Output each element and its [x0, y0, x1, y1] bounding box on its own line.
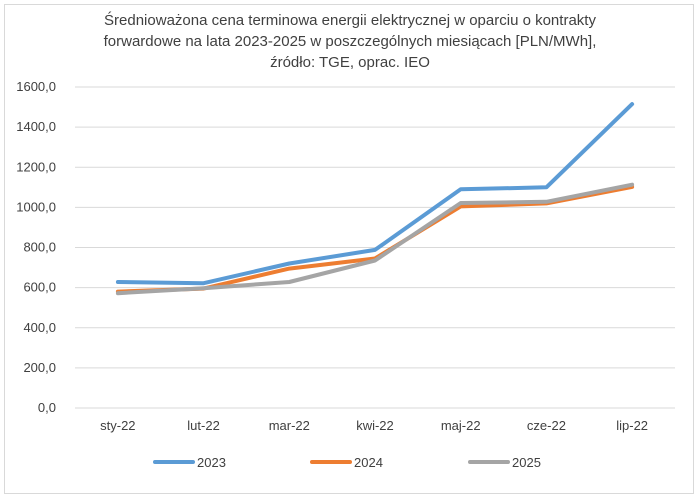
y-tick-label: 800,0 — [23, 240, 56, 255]
chart-frame — [4, 4, 694, 494]
y-tick-label: 1600,0 — [16, 79, 56, 94]
y-tick-label: 0,0 — [38, 400, 56, 415]
x-tick-label: mar-22 — [269, 418, 310, 433]
legend: 2023 2024 2025 — [153, 455, 541, 470]
chart-title: Średnioważona cena terminowa energii ele… — [0, 10, 700, 73]
y-tick-label: 200,0 — [23, 360, 56, 375]
y-tick-label: 1000,0 — [16, 199, 56, 214]
series-2024 — [115, 184, 635, 294]
legend-item-2024: 2024 — [310, 455, 383, 470]
x-tick-label: kwi-22 — [356, 418, 394, 433]
y-tick-label: 400,0 — [23, 320, 56, 335]
series-line-2025 — [115, 182, 635, 296]
chart-title-line-1: Średnioważona cena terminowa energii ele… — [104, 12, 596, 29]
series-2025 — [115, 182, 635, 296]
legend-label: 2023 — [197, 455, 226, 470]
x-tick-label: sty-22 — [100, 418, 135, 433]
legend-label: 2025 — [512, 455, 541, 470]
x-tick-label: cze-22 — [527, 418, 566, 433]
y-tick-label: 600,0 — [23, 280, 56, 295]
y-axis-ticks: 0,0 200,0 400,0 600,0 800,0 1000,0 1200,0 1400,… — [16, 79, 56, 415]
x-tick-label: lip-22 — [616, 418, 648, 433]
chart-title-line-2: forwardowe na lata 2023-2025 w poszczegó… — [103, 33, 597, 50]
x-tick-label: maj-22 — [441, 418, 481, 433]
y-tick-label: 1200,0 — [16, 159, 56, 174]
chart-title-line-3: źródło: TGE, oprac. IEO — [270, 54, 430, 71]
series-2023 — [115, 102, 635, 286]
legend-item-2025: 2025 — [468, 455, 541, 470]
y-tick-label: 1400,0 — [16, 119, 56, 134]
legend-label: 2024 — [354, 455, 383, 470]
series-line-2024 — [115, 184, 635, 294]
legend-item-2023: 2023 — [153, 455, 226, 470]
x-axis-ticks: sty-22 lut-22 mar-22 kwi-22 maj-22 cze-22 lip-… — [100, 418, 648, 433]
series-lines — [115, 102, 635, 296]
x-tick-label: lut-22 — [187, 418, 220, 433]
